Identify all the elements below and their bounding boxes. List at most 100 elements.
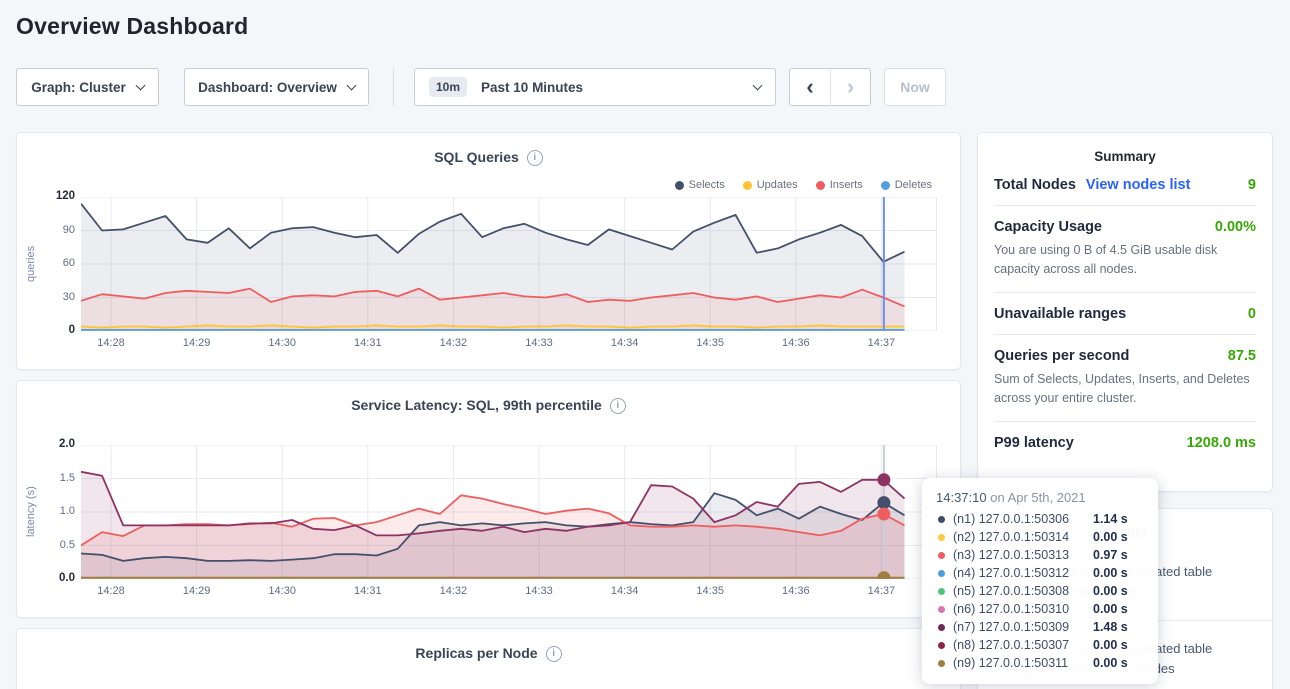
service-latency-plot[interactable] (80, 444, 937, 585)
graph-dropdown-label: Graph: Cluster (31, 79, 126, 95)
info-icon[interactable]: i (526, 150, 543, 166)
y-tick-label: 0.0 (59, 572, 75, 584)
stat-value: 1208.0 ms (1186, 434, 1256, 451)
tooltip-node-label: (n2) 127.0.0.1:50314 (953, 530, 1070, 544)
replicas-per-node-chart-card: Replicas per Node i (16, 628, 961, 689)
y-axis-ticks: 120 90 60 30 0 (33, 190, 75, 336)
x-tick-label: 14:32 (439, 337, 468, 349)
x-tick-label: 14:29 (182, 585, 211, 597)
x-tick-label: 14:34 (610, 337, 639, 349)
tooltip-rows: (n1) 127.0.0.1:50306 1.14 s (n2) 127.0.0.1… (936, 510, 1144, 672)
chart-hover-tooltip: 14:37:10 on Apr 5th, 2021 (n1) 127.0.0.1… (922, 478, 1158, 684)
legend-item[interactable]: Selects (674, 179, 725, 191)
tooltip-row: (n4) 127.0.0.1:50312 0.00 s (936, 564, 1144, 582)
y-tick-label: 1.0 (59, 505, 75, 517)
legend-item[interactable]: Inserts (815, 179, 863, 191)
tooltip-node-label: (n4) 127.0.0.1:50312 (953, 566, 1070, 580)
x-axis-ticks: 14:28 14:29 14:30 14:31 14:32 14:33 14:34 14:35… (81, 585, 937, 601)
controls-bar: Graph: Cluster Dashboard: Overview 10m P… (16, 68, 1276, 106)
tooltip-node-label: (n8) 127.0.0.1:50307 (953, 638, 1070, 652)
controls-divider (393, 68, 394, 106)
x-tick-label: 14:33 (525, 337, 553, 349)
tooltip-node-value: 0.00 s (1093, 656, 1128, 670)
info-icon[interactable]: i (609, 398, 626, 414)
x-tick-label: 14:32 (439, 585, 468, 597)
tooltip-time: 14:37:10 (936, 490, 987, 505)
time-range-dropdown[interactable]: 10m Past 10 Minutes (414, 68, 776, 106)
chart-header: SQL Queries i (17, 149, 960, 167)
summary-stat-row: P99 latency 1208.0 ms (994, 435, 1256, 451)
x-tick-label: 14:34 (610, 585, 639, 597)
node-color-dot-icon (938, 533, 945, 541)
summary-stat: Queries per second 87.5 Sum of Selects, Up… (994, 335, 1256, 422)
stat-value: 0.00% (1214, 219, 1256, 235)
tooltip-node-label: (n6) 127.0.0.1:50310 (953, 602, 1070, 616)
stat-description: Sum of Selects, Updates, Inserts, and De… (994, 371, 1250, 406)
view-nodes-link[interactable]: View nodes list (1085, 177, 1191, 193)
chevron-down-icon (135, 80, 146, 90)
x-axis-ticks: 14:28 14:29 14:30 14:31 14:32 14:33 14:34 14:35… (81, 337, 937, 353)
tooltip-node-value: 0.00 s (1093, 638, 1128, 652)
dashboard-dropdown[interactable]: Dashboard: Overview (184, 68, 369, 106)
tooltip-row: (n3) 127.0.0.1:50313 0.97 s (936, 546, 1144, 564)
node-color-dot-icon (938, 569, 945, 577)
summary-stat-row: Queries per second 87.5 (994, 348, 1256, 364)
chart-legend: Selects Updates Inserts Deletes (674, 179, 932, 191)
tooltip-node-value: 0.97 s (1093, 548, 1128, 562)
graph-dropdown[interactable]: Graph: Cluster (16, 68, 159, 106)
info-icon[interactable]: i (545, 646, 562, 662)
legend-dot-icon (815, 180, 825, 190)
x-tick-label: 14:31 (354, 585, 382, 597)
node-color-dot-icon (938, 587, 945, 595)
chart-header: Service Latency: SQL, 99th percentile i (17, 397, 960, 415)
time-prev-button[interactable]: ‹ (790, 69, 830, 105)
legend-label: Inserts (829, 179, 863, 191)
stat-value: 9 (1247, 177, 1256, 193)
stat-value: 0 (1247, 305, 1256, 322)
x-tick-label: 14:29 (182, 337, 211, 349)
x-tick-label: 14:36 (782, 337, 810, 349)
chart-title: Service Latency: SQL, 99th percentile (351, 397, 602, 413)
page-title: Overview Dashboard (16, 13, 249, 39)
tooltip-row: (n5) 127.0.0.1:50308 0.00 s (936, 582, 1144, 600)
time-next-button[interactable]: › (830, 69, 870, 105)
time-range-badge: 10m (429, 77, 468, 97)
summary-stat: P99 latency 1208.0 ms (994, 422, 1256, 463)
legend-item[interactable]: Updates (742, 179, 798, 191)
tooltip-node-value: 0.00 s (1093, 566, 1128, 580)
chart-canvas[interactable] (80, 196, 937, 332)
y-tick-label: 90 (62, 223, 75, 236)
tooltip-row: (n1) 127.0.0.1:50306 1.14 s (936, 510, 1144, 528)
x-tick-label: 14:37 (867, 337, 896, 349)
sql-queries-plot[interactable] (80, 196, 937, 332)
y-tick-label: 60 (62, 257, 75, 269)
x-tick-label: 14:28 (97, 585, 125, 597)
x-tick-label: 14:35 (696, 585, 724, 597)
y-tick-label: 1.5 (59, 471, 75, 484)
tooltip-header: 14:37:10 on Apr 5th, 2021 (936, 490, 1144, 505)
summary-stat: Capacity Usage 0.00% You are using 0 B of … (994, 206, 1256, 293)
now-button[interactable]: Now (884, 68, 946, 106)
y-tick-label: 0 (68, 324, 75, 336)
tooltip-node-label: (n1) 127.0.0.1:50306 (953, 512, 1070, 526)
summary-stat-row: Total Nodes View nodes list 9 (994, 177, 1256, 193)
summary-stat-row: Unavailable ranges 0 (994, 306, 1256, 322)
time-range-label: Past 10 Minutes (481, 79, 584, 95)
y-tick-label: 30 (62, 290, 75, 303)
stat-label: P99 latency (994, 434, 1074, 451)
chart-canvas[interactable] (80, 444, 937, 585)
x-tick-label: 14:35 (696, 337, 724, 349)
chart-title: SQL Queries (434, 149, 519, 165)
stat-label: Unavailable ranges (994, 305, 1127, 322)
tooltip-node-value: 1.48 s (1093, 620, 1128, 634)
tooltip-node-label: (n5) 127.0.0.1:50308 (953, 584, 1070, 598)
tooltip-row: (n7) 127.0.0.1:50309 1.48 s (936, 618, 1144, 636)
tooltip-row: (n2) 127.0.0.1:50314 0.00 s (936, 528, 1144, 546)
time-step-buttons: ‹ › (789, 68, 871, 106)
tooltip-node-value: 0.00 s (1093, 584, 1128, 598)
node-color-dot-icon (938, 659, 945, 667)
x-tick-label: 14:37 (867, 585, 896, 597)
x-tick-label: 14:30 (268, 585, 296, 597)
legend-item[interactable]: Deletes (880, 179, 932, 191)
